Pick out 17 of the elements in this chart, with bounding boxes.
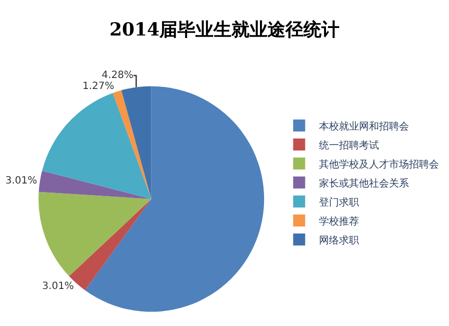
- legend-label: 网络求职: [319, 234, 360, 246]
- pie-slice: [112, 90, 152, 199]
- data-label: 3.01%: [42, 281, 74, 292]
- data-label: 1.27%: [82, 81, 114, 92]
- pie-slice: [38, 192, 152, 276]
- legend-label: 登门求职: [319, 196, 360, 208]
- legend-label: 统一招聘考试: [319, 139, 380, 152]
- legend-label: 学校推荐: [319, 215, 360, 228]
- legend-label: 家长或其他社会关系: [319, 177, 410, 190]
- pie-slice: [121, 86, 152, 199]
- data-label: 3.01%: [5, 176, 38, 187]
- pie-slice: [38, 170, 152, 199]
- pie-slice: [42, 92, 152, 199]
- legend-label: 本校就业网和招聘会: [319, 120, 410, 132]
- data-label: 4.28%: [102, 70, 134, 82]
- chart-title: 2014届毕业生就业途径统计: [109, 19, 340, 40]
- legend-label: 其他学校及人才市场招聘会: [319, 158, 440, 170]
